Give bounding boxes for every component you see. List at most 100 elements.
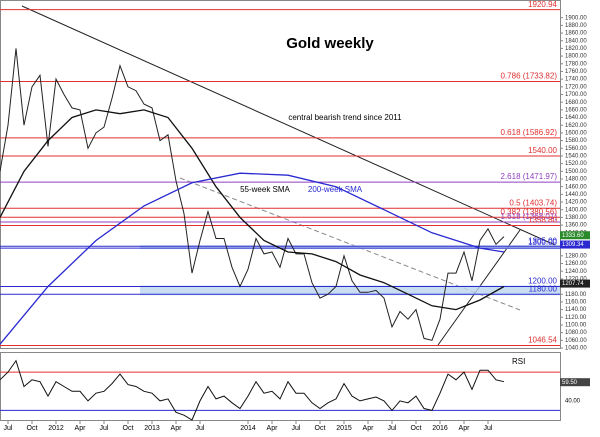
price-tag-label: 1333.60: [562, 233, 584, 239]
y-tick-label: 1760.00: [565, 69, 587, 75]
y-tick-label: 1900.00: [565, 15, 587, 21]
level-label: 1358.80: [528, 216, 557, 225]
y-tick-label: 1700.00: [565, 92, 587, 98]
y-tick-label: 1120.00: [565, 315, 587, 321]
x-tick-label: Jul: [100, 425, 109, 432]
y-tick-label: 1080.00: [565, 330, 587, 336]
x-tick-label: Apr: [75, 425, 87, 432]
y-tick-label: 1540.00: [565, 154, 587, 160]
price-tag-label: 1309.34: [562, 242, 584, 248]
y-tick-label: 1160.00: [565, 299, 587, 305]
level-label: 2.618 (1471.97): [501, 172, 558, 181]
x-tick-label: Apr: [267, 425, 279, 432]
x-tick-label: Oct: [27, 425, 38, 432]
x-tick-label: Jul: [4, 425, 13, 432]
x-tick-label: Apr: [363, 425, 375, 432]
zone: [140, 245, 560, 250]
y-tick-label: 1600.00: [565, 130, 587, 136]
y-tick-label: 1440.00: [565, 192, 587, 198]
price-tag-label: 1207.74: [562, 281, 584, 287]
y-tick-label: 1500.00: [565, 169, 587, 175]
rsi-tag-label: 59.50: [562, 380, 578, 386]
price-tag: [560, 240, 590, 249]
y-tick-label: 1400.00: [565, 207, 587, 213]
y-tick-label: 1380.00: [565, 215, 587, 221]
x-tick-label: 2012: [48, 425, 64, 432]
rsi-frame: [0, 352, 561, 421]
y-tick-label: 1880.00: [565, 23, 587, 29]
y-tick-label: 1640.00: [565, 115, 587, 121]
y-tick-label: 1860.00: [565, 31, 587, 37]
level-label: 1540.00: [528, 146, 557, 155]
x-tick-label: Apr: [171, 425, 183, 432]
y-tick-label: 1180.00: [565, 292, 587, 298]
y-tick-label: 1780.00: [565, 61, 587, 67]
rsi-tick-label: 40.00: [565, 398, 581, 404]
y-tick-label: 1580.00: [565, 138, 587, 144]
x-tick-label: Jul: [196, 425, 205, 432]
y-tick-label: 1220.00: [565, 276, 587, 282]
y-tick-label: 1280.00: [565, 253, 587, 259]
y-tick-label: 1740.00: [565, 77, 587, 83]
y-tick-label: 1680.00: [565, 100, 587, 106]
y-tick-label: 1240.00: [565, 269, 587, 275]
sma200-annotation: 200-week SMA: [308, 185, 363, 194]
bearish-trendline: [21, 5, 556, 246]
y-tick-label: 1840.00: [565, 38, 587, 44]
x-tick-label: Jul: [292, 425, 301, 432]
level-label: 0.786 (1733.82): [501, 72, 558, 81]
rsi-line: [0, 359, 505, 421]
rsi-annotation: RSI: [512, 357, 525, 366]
level-label: 0.5 (1403.74): [509, 198, 557, 207]
y-tick-label: 1620.00: [565, 123, 587, 129]
series-line: [0, 109, 505, 311]
x-tick-label: 2015: [336, 425, 352, 432]
level-label: 1305.00: [528, 236, 557, 245]
sma55-annotation: 55-week SMA: [240, 185, 290, 194]
trend-annotation: central bearish trend since 2011: [288, 113, 402, 122]
level-label: 1180.00: [529, 284, 558, 293]
level-label: 0.618 (1586.92): [501, 128, 558, 137]
y-tick-label: 1060.00: [565, 338, 587, 344]
x-tick-label: 2014: [240, 425, 256, 432]
y-tick-label: 1140.00: [565, 307, 587, 313]
chart-title: Gold weekly: [286, 35, 374, 52]
x-tick-label: Jul: [388, 425, 397, 432]
channel-line: [179, 177, 521, 311]
zone: [140, 285, 560, 296]
x-tick-label: Oct: [315, 425, 326, 432]
x-tick-label: Oct: [123, 425, 134, 432]
rsi-tag: [560, 378, 590, 387]
y-tick-label: 1100.00: [565, 323, 587, 329]
level-label: 1300.00: [528, 238, 557, 247]
y-tick-label: 1420.00: [565, 200, 587, 206]
price-tag: [560, 279, 590, 288]
series-line: [0, 48, 505, 341]
price-frame: [0, 0, 561, 349]
y-tick-label: 1800.00: [565, 54, 587, 60]
y-tick-label: 1480.00: [565, 177, 587, 183]
price-tag: [560, 231, 590, 240]
series-line: [0, 172, 505, 345]
x-tick-label: Jul: [484, 425, 493, 432]
y-tick-label: 1660.00: [565, 107, 587, 113]
y-tick-label: 1820.00: [565, 46, 587, 52]
y-tick-label: 1560.00: [565, 146, 587, 152]
level-label: 0.382 (1380.56): [501, 207, 558, 216]
y-tick-label: 1360.00: [565, 223, 587, 229]
y-tick-label: 1260.00: [565, 261, 587, 267]
y-tick-label: 1520.00: [565, 161, 587, 167]
level-label: 1.618 (1368.01): [501, 212, 558, 221]
x-tick-label: Apr: [459, 425, 471, 432]
x-tick-label: 2013: [144, 425, 160, 432]
x-tick-label: 2016: [432, 425, 448, 432]
y-tick-label: 1040.00: [565, 346, 587, 352]
x-tick-label: Oct: [411, 425, 422, 432]
level-label: 1046.54: [528, 336, 557, 345]
y-tick-label: 1460.00: [565, 184, 587, 190]
level-label: 1200.00: [528, 277, 557, 286]
y-tick-label: 1720.00: [565, 84, 587, 90]
level-label: 1920.94: [528, 0, 557, 9]
